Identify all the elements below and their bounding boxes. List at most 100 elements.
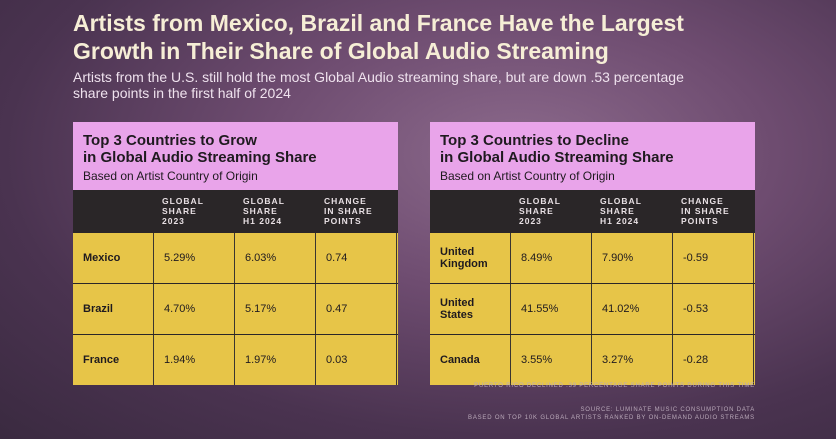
column-header-line: GLOBAL [243,196,285,206]
title: Artists from Mexico, Brazil and France H… [73,9,684,65]
table-cell: 3.27% [592,335,673,385]
table-cell: 1.94% [154,335,235,385]
cell-text: 0.74 [326,252,348,264]
column-header-line: H1 2024 [243,216,283,226]
table: Top 3 Countries to Grow in Global Audio S… [73,122,398,385]
cell-text: Canada [440,354,480,366]
cell-text: 1.97% [245,354,277,366]
table-cell: 1.97% [235,335,316,385]
cell-text: United States [440,297,475,321]
cell-text: 5.17% [245,303,277,315]
table-cell: 6.03% [235,233,316,283]
table-cell: 5.17% [235,284,316,334]
source-line: BASED ON TOP 10K GLOBAL ARTISTS RANKED B… [468,415,755,421]
column-header-row: GLOBAL SHARE 2023 GLOBAL SHARE H1 2024 CHANGE I… [73,190,398,232]
column-header: CHANGE IN SHARE POINTS [673,190,754,232]
cell-text: 8.49% [521,252,553,264]
row-label: United Kingdom [430,233,511,283]
table-title: in Global Audio Streaming Share [83,149,317,166]
column-header-line: CHANGE [681,196,724,206]
column-header: GLOBAL SHARE 2023 [154,190,235,232]
column-header: GLOBAL SHARE H1 2024 [235,190,316,232]
table-header: Top 3 Countries to Decline in Global Audi… [430,122,755,190]
column-header: GLOBAL SHARE 2023 [511,190,592,232]
cell-text: France [83,354,120,366]
cell-text: 41.55% [521,303,559,315]
subtitle-line: share points in the first half of 2024 [73,85,291,101]
column-header [430,190,511,232]
row-label: United States [430,284,511,334]
row-label: Mexico [73,233,154,283]
cell-text: 3.27% [602,354,634,366]
table-cell: -0.53 [673,284,754,334]
column-header [73,190,154,232]
column-header-line: GLOBAL [162,196,204,206]
row-label: Brazil [73,284,154,334]
table-cell: 8.49% [511,233,592,283]
column-header: GLOBAL SHARE H1 2024 [592,190,673,232]
footnote: PUERTO RICO DECLINED .39 PERCENTAGE SHAR… [474,383,755,389]
column-header-line: POINTS [681,216,719,226]
table-cell: 0.03 [316,335,397,385]
subtitle-line: Artists from the U.S. still hold the mos… [73,69,684,85]
cell-text: United Kingdom [440,246,488,270]
cell-text: 7.90% [602,252,634,264]
table-title: in Global Audio Streaming Share [440,149,674,166]
row-label: France [73,335,154,385]
row-label: Canada [430,335,511,385]
cell-text: 6.03% [245,252,277,264]
column-header-line: POINTS [324,216,362,226]
table-subtitle: Based on Artist Country of Origin [440,169,615,183]
table-cell: 0.47 [316,284,397,334]
column-header-line: SHARE [600,206,635,216]
cell-text: 5.29% [164,252,196,264]
cell-text: -0.28 [683,354,709,366]
table-cell: 41.55% [511,284,592,334]
column-header-line: IN SHARE [324,206,373,216]
cell-text: -0.53 [683,303,709,315]
column-header-row: GLOBAL SHARE 2023 GLOBAL SHARE H1 2024 CHANGE I… [430,190,755,232]
cell-text: 41.02% [602,303,640,315]
cell-text: Mexico [83,252,121,264]
cell-text: 0.03 [326,354,348,366]
table-row: Canada 3.55% 3.27% -0.28 [430,334,755,385]
table-cell: 3.55% [511,335,592,385]
source-line: SOURCE: LUMINATE MUSIC CONSUMPTION DATA [580,407,755,413]
table-row: Mexico 5.29% 6.03% 0.74 [73,232,398,283]
column-header-line: H1 2024 [600,216,640,226]
table-header: Top 3 Countries to Grow in Global Audio S… [73,122,398,190]
cell-text: Brazil [83,303,113,315]
table-cell: 0.74 [316,233,397,283]
table-cell: 4.70% [154,284,235,334]
table-row: United States 41.55% 41.02% -0.53 [430,283,755,334]
cell-text: 1.94% [164,354,196,366]
cell-text: -0.59 [683,252,709,264]
table-cell: 41.02% [592,284,673,334]
column-header-line: SHARE [519,206,554,216]
title-line: Growth in Their Share of Global Audio St… [73,38,609,64]
subtitle: Artists from the U.S. still hold the mos… [73,69,684,101]
column-header-line: 2023 [162,216,185,226]
table-cell: 5.29% [154,233,235,283]
source: SOURCE: LUMINATE MUSIC CONSUMPTION DATA B… [468,406,755,422]
column-header-line: CHANGE [324,196,367,206]
cell-text: 3.55% [521,354,553,366]
cell-text: 4.70% [164,303,196,315]
cell-text: 0.47 [326,303,348,315]
column-header-line: GLOBAL [519,196,561,206]
column-header: CHANGE IN SHARE POINTS [316,190,397,232]
table-title: Top 3 Countries to Grow [83,132,257,149]
table-row: Brazil 4.70% 5.17% 0.47 [73,283,398,334]
table-subtitle: Based on Artist Country of Origin [83,169,258,183]
table-cell: -0.28 [673,335,754,385]
table-row: United Kingdom 8.49% 7.90% -0.59 [430,232,755,283]
table-cell: -0.59 [673,233,754,283]
column-header-line: IN SHARE [681,206,730,216]
table-title: Top 3 Countries to Decline [440,132,629,149]
column-header-line: GLOBAL [600,196,642,206]
table-cell: 7.90% [592,233,673,283]
column-header-line: SHARE [243,206,278,216]
column-header-line: SHARE [162,206,197,216]
title-line: Artists from Mexico, Brazil and France H… [73,10,684,36]
